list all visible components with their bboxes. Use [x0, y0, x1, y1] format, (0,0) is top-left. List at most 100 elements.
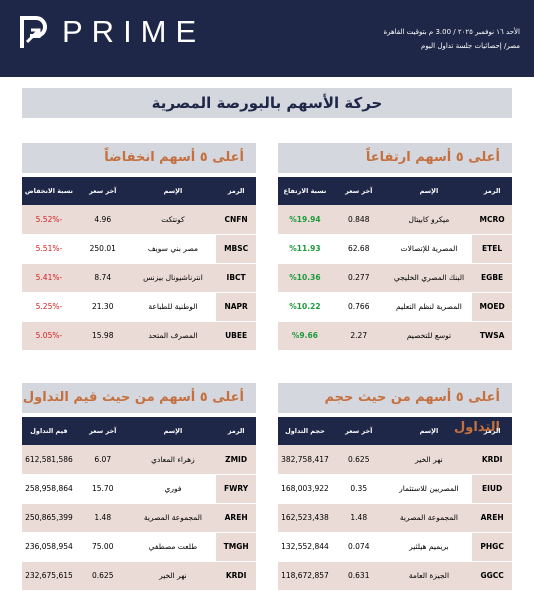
symbol-cell: MOED [472, 292, 512, 322]
table-block: أعلى ٥ أسهم انخفاضاً الرمز الإسم آخر سعر نسب… [22, 143, 256, 351]
cell: 0.631 [331, 561, 386, 591]
symbol-cell: AREH [472, 503, 512, 533]
cell: المجموعة المصرية [129, 503, 217, 533]
table-row: MOED المصرية لنظم التعليم 0.766 %10.22 [278, 292, 512, 322]
column-header: آخر سعر [75, 177, 130, 205]
column-header: نسبة الارتفاع [278, 177, 332, 205]
cell: %10.36 [278, 263, 332, 293]
table-row: KRDI نهر الخير 0.625 232,675,615 [22, 561, 256, 591]
column-header: قيم التداول [22, 417, 76, 445]
data-table: الرمز الإسم آخر سعر نسبة الارتفاع MCRO ميكرو … [278, 177, 512, 351]
cell: %11.93 [278, 234, 332, 264]
cell: طلعت مصطفي [129, 532, 217, 562]
cell: توسع للتخصيم [385, 321, 473, 351]
symbol-cell: ETEL [472, 234, 512, 264]
symbol-cell: CNFN [216, 205, 256, 235]
cell: 250.01 [75, 234, 130, 264]
column-header: الإسم [385, 417, 473, 445]
column-header: حجم التداول [278, 417, 332, 445]
symbol-cell: IBCT [216, 263, 256, 293]
table-title: أعلى ٥ أسهم من حيث قيم التداول [22, 383, 256, 413]
cell: 0.766 [331, 292, 386, 322]
cell: 1.48 [75, 503, 130, 533]
brand: PRIME [62, 14, 206, 49]
cell: البنك المصري الخليجي [385, 263, 473, 293]
cell: 162,523,438 [278, 503, 332, 533]
column-header: آخر سعر [331, 177, 386, 205]
cell: 258,958,864 [22, 474, 76, 504]
column-header: نسبة الانخفاض [22, 177, 76, 205]
symbol-cell: MBSC [216, 234, 256, 264]
table-row: UBEE المصرف المتحد 15.98 -5.05% [22, 321, 256, 351]
table-row: ETEL المصرية للإتصالات 62.68 %11.93 [278, 234, 512, 264]
cell: فوري [129, 474, 217, 504]
table-row: ZMID زهراء المعادي 6.07 612,581,586 [22, 445, 256, 475]
table-title: أعلى ٥ أسهم انخفاضاً [22, 143, 256, 173]
date-line: الأحد ١٦ نوفمبر ٢٠٢٥ / 3.00 م بتوقيت الق… [383, 28, 520, 36]
cell: 382,758,417 [278, 445, 332, 475]
cell: المصريين للاستثمار [385, 474, 473, 504]
symbol-cell: GGCC [472, 561, 512, 591]
column-header: الرمز [472, 177, 512, 205]
cell: -5.41% [22, 263, 76, 293]
table-row: KRDI نهر الخير 0.625 382,758,417 [278, 445, 512, 475]
main-title: حركة الأسهم بالبورصة المصرية [22, 88, 512, 118]
symbol-cell: UBEE [216, 321, 256, 351]
table-row: PHGC بريميم هيلثير 0.074 132,552,844 [278, 532, 512, 562]
column-header: الرمز [216, 417, 256, 445]
cell: 132,552,844 [278, 532, 332, 562]
column-header: الرمز [216, 177, 256, 205]
cell: زهراء المعادي [129, 445, 217, 475]
cell: 15.98 [75, 321, 130, 351]
table-block: أعلى ٥ أسهم من حيث قيم التداول الرمز الإسم… [22, 383, 256, 591]
cell: المصرية لنظم التعليم [385, 292, 473, 322]
cell: 75.00 [75, 532, 130, 562]
cell: -5.52% [22, 205, 76, 235]
cell: الجيزة العامة [385, 561, 473, 591]
symbol-cell: EGBE [472, 263, 512, 293]
table-row: GGCC الجيزة العامة 0.631 118,672,857 [278, 561, 512, 591]
cell: مصر بني سويف [129, 234, 217, 264]
cell: 0.625 [331, 445, 386, 475]
cell: 6.07 [75, 445, 130, 475]
cell: -5.51% [22, 234, 76, 264]
cell: 62.68 [331, 234, 386, 264]
table-row: EIUD المصريين للاستثمار 0.35 168,003,922 [278, 474, 512, 504]
cell: %9.66 [278, 321, 332, 351]
cell: بريميم هيلثير [385, 532, 473, 562]
column-header: الإسم [385, 177, 473, 205]
column-header: الرمز [472, 417, 512, 445]
cell: 0.35 [331, 474, 386, 504]
cell: ميكرو كابيتال [385, 205, 473, 235]
cell: 4.96 [75, 205, 130, 235]
header-row: الرمز الإسم آخر سعر نسبة الانخفاض [22, 177, 256, 205]
cell: 250,865,399 [22, 503, 76, 533]
header-row: الرمز الإسم آخر سعر قيم التداول [22, 417, 256, 445]
table-row: FWRY فوري 15.70 258,958,864 [22, 474, 256, 504]
cell: 2.27 [331, 321, 386, 351]
column-header: آخر سعر [331, 417, 386, 445]
cell: 232,675,615 [22, 561, 76, 591]
symbol-cell: TMGH [216, 532, 256, 562]
symbol-cell: EIUD [472, 474, 512, 504]
header-row: الرمز الإسم آخر سعر نسبة الارتفاع [278, 177, 512, 205]
data-table: الرمز الإسم آخر سعر حجم التداول KRDI نهر الخي… [278, 417, 512, 591]
table-row: MCRO ميكرو كابيتال 0.848 %19.94 [278, 205, 512, 235]
cell: 1.48 [331, 503, 386, 533]
table-row: CNFN كونتكت 4.96 -5.52% [22, 205, 256, 235]
table-row: AREH المجموعة المصرية 1.48 162,523,438 [278, 503, 512, 533]
symbol-cell: MCRO [472, 205, 512, 235]
table-title: أعلى ٥ أسهم ارتفاعاً [278, 143, 512, 173]
table-row: TWSA توسع للتخصيم 2.27 %9.66 [278, 321, 512, 351]
cell: %19.94 [278, 205, 332, 235]
table-row: AREH المجموعة المصرية 1.48 250,865,399 [22, 503, 256, 533]
symbol-cell: KRDI [216, 561, 256, 591]
data-table: الرمز الإسم آخر سعر نسبة الانخفاض CNFN كونتكت… [22, 177, 256, 351]
cell: 0.625 [75, 561, 130, 591]
cell: 0.074 [331, 532, 386, 562]
table-row: TMGH طلعت مصطفي 75.00 236,058,954 [22, 532, 256, 562]
cell: %10.22 [278, 292, 332, 322]
cell: -5.05% [22, 321, 76, 351]
table-row: IBCT انترناشيونال بيزنس 8.74 -5.41% [22, 263, 256, 293]
